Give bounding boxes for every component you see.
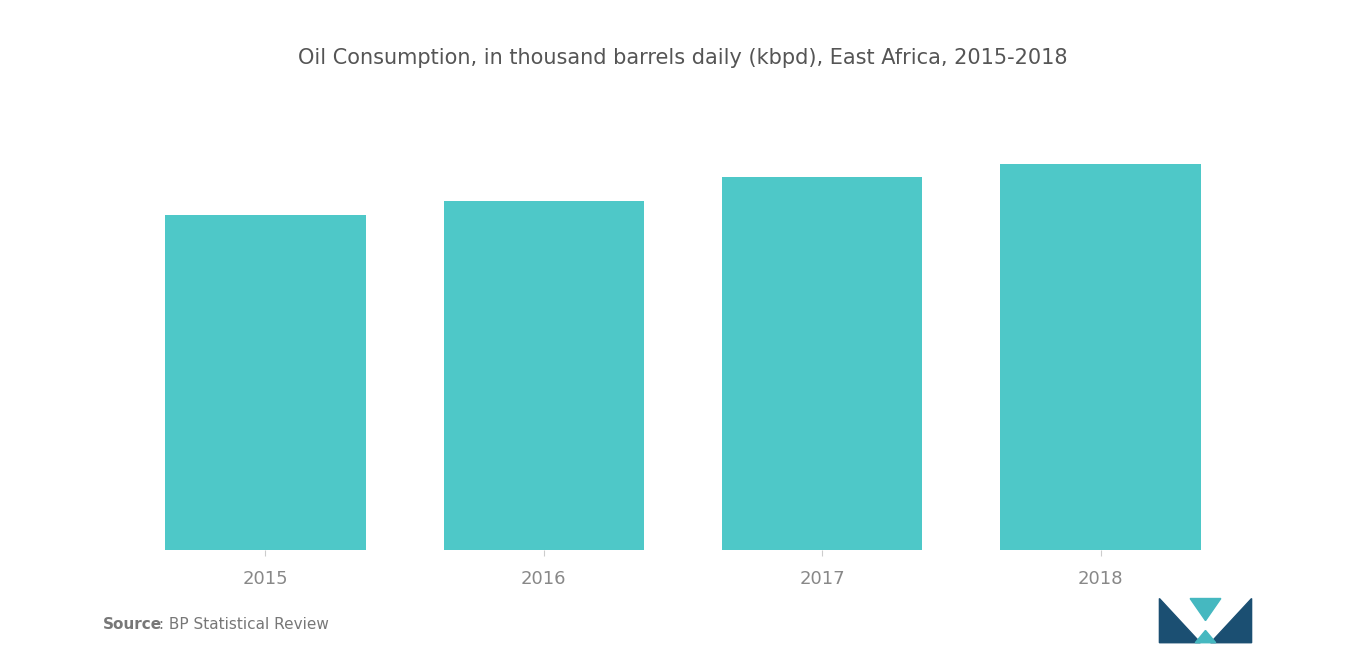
- Polygon shape: [1190, 599, 1221, 621]
- Polygon shape: [1195, 630, 1216, 643]
- Bar: [444, 201, 643, 550]
- Bar: [723, 178, 922, 550]
- Bar: [1000, 164, 1201, 550]
- Text: : BP Statistical Review: : BP Statistical Review: [154, 617, 329, 632]
- Text: Source: Source: [102, 617, 161, 632]
- Polygon shape: [1210, 599, 1251, 643]
- Title: Oil Consumption, in thousand barrels daily (kbpd), East Africa, 2015-2018: Oil Consumption, in thousand barrels dai…: [298, 48, 1068, 67]
- Polygon shape: [1160, 599, 1201, 643]
- Bar: [165, 215, 366, 550]
